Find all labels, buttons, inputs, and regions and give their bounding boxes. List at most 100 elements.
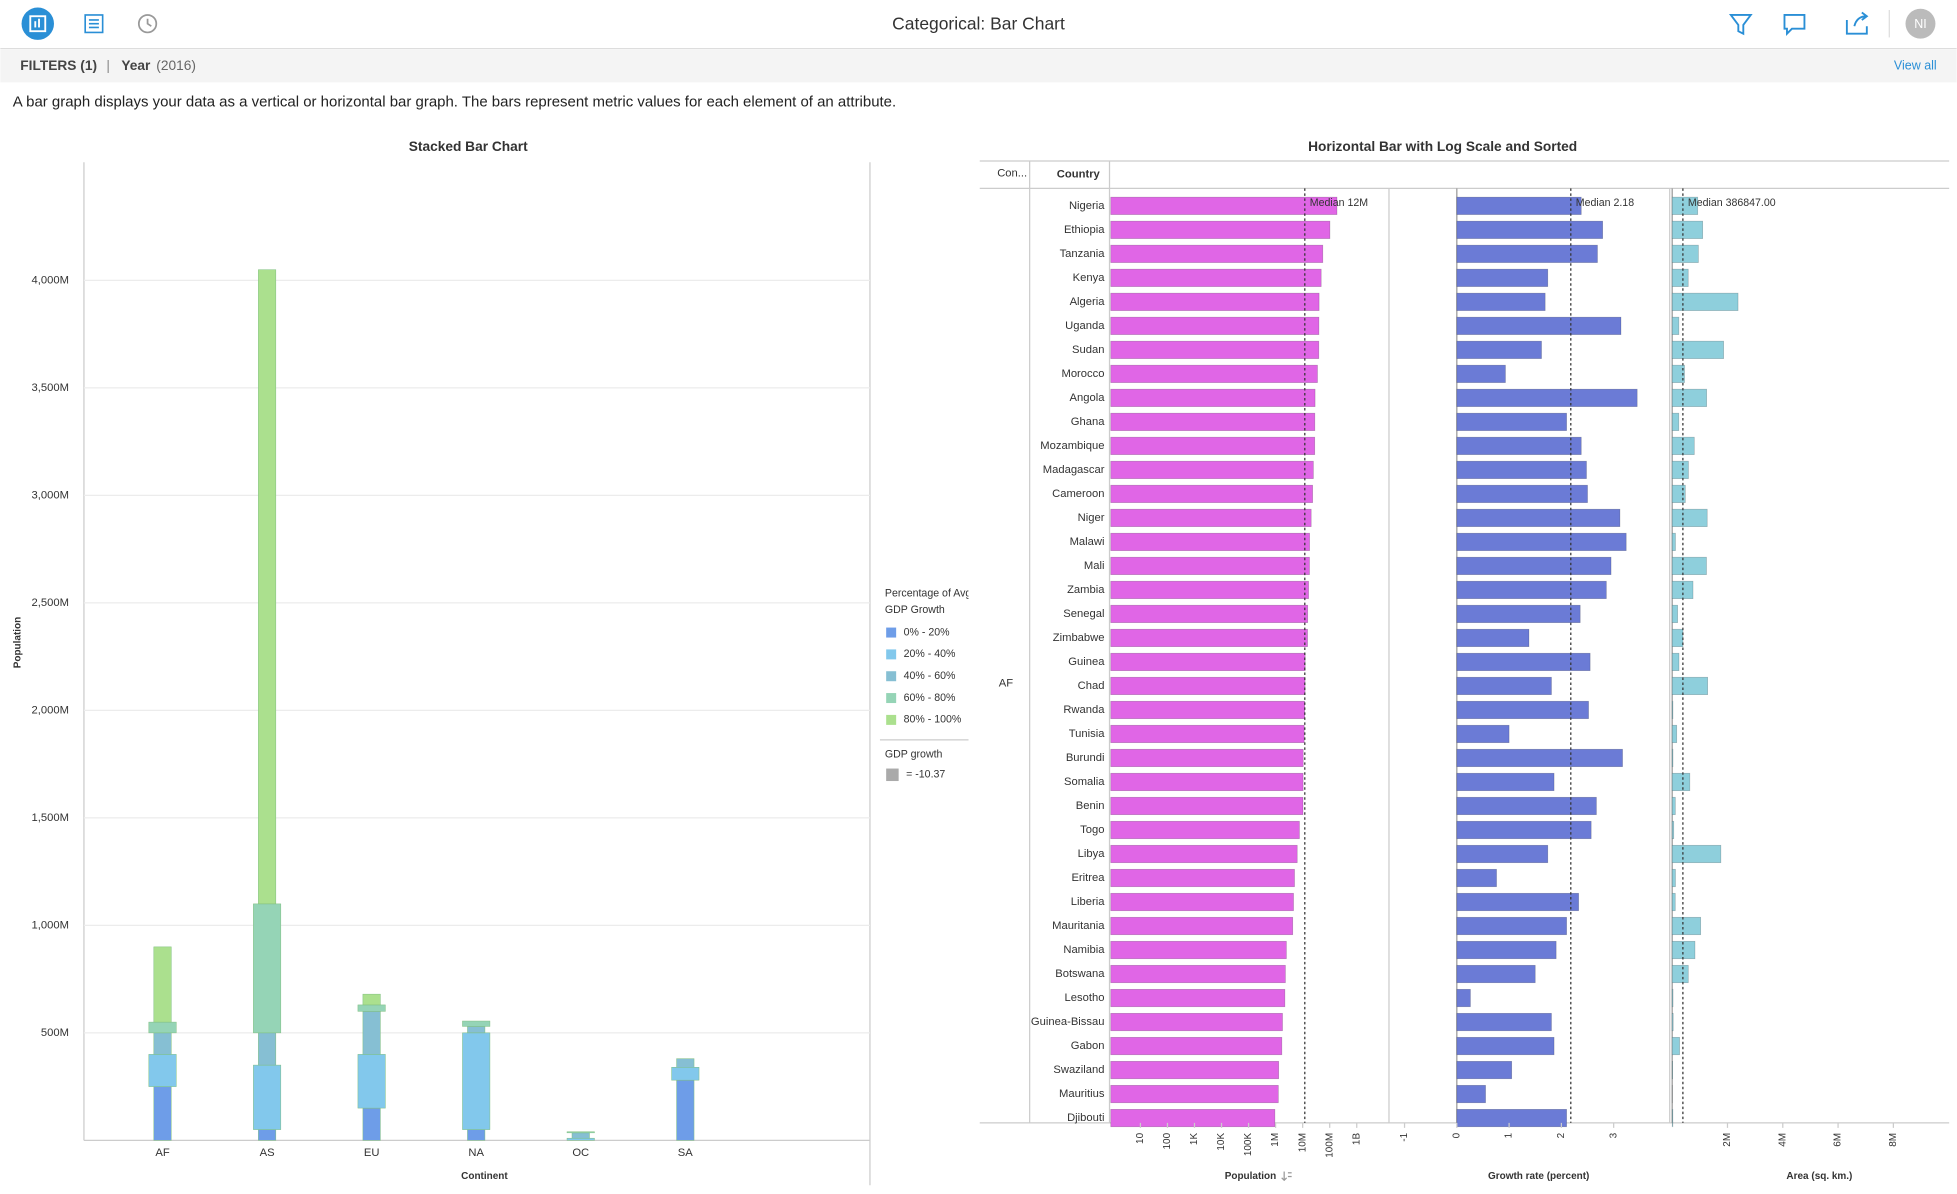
bar [1110, 532, 1310, 551]
bar [1456, 268, 1549, 287]
bar [1671, 340, 1724, 359]
x-axis-title: Population [1225, 1171, 1277, 1182]
y-tick-label: 4,000M [32, 274, 69, 286]
row-label: Cameroon [1052, 488, 1104, 500]
bar [1456, 244, 1598, 263]
row-label: Mali [1084, 560, 1105, 572]
legend-label: 80% - 100% [904, 714, 962, 726]
bar-segment [467, 1129, 486, 1141]
row-label: Zambia [1067, 584, 1105, 596]
legend-swatch [886, 649, 897, 660]
bar [1671, 316, 1680, 335]
table-of-contents-button[interactable] [84, 14, 104, 34]
filter-value[interactable]: (2016) [156, 58, 196, 73]
bar [1110, 436, 1316, 455]
chart-title: Horizontal Bar with Log Scale and Sorted [1308, 139, 1577, 154]
dashboard-button[interactable] [21, 7, 54, 40]
bar [1110, 268, 1322, 287]
row-label: Ethiopia [1064, 224, 1105, 236]
bar [1110, 772, 1304, 792]
row-label: Djibouti [1067, 1112, 1104, 1124]
bar-segment [153, 946, 172, 1023]
row-label: Botswana [1055, 968, 1105, 980]
bar [1671, 292, 1739, 311]
bar [1110, 892, 1294, 912]
filter-bar [0, 49, 1957, 83]
bar [1456, 1060, 1513, 1080]
comment-button[interactable] [1783, 14, 1806, 36]
row-label: Togo [1080, 824, 1104, 836]
bar-segment [671, 1067, 700, 1081]
row-label: Guinea-Bissau [1031, 1016, 1105, 1028]
bar [1671, 1036, 1680, 1056]
bar-segment [467, 1026, 486, 1034]
bar [1110, 604, 1309, 623]
bar [1671, 652, 1680, 671]
bar [1671, 484, 1686, 503]
column-header: Con... [997, 167, 1027, 179]
bar [1456, 196, 1582, 215]
bar-segment [148, 1054, 177, 1087]
bar [1456, 1012, 1552, 1032]
bar [1110, 292, 1320, 311]
share-button[interactable] [1845, 11, 1869, 35]
x-tick-label: 1 [1504, 1132, 1515, 1138]
bar [1456, 868, 1497, 888]
bar [1110, 556, 1310, 575]
y-tick-label: 3,500M [32, 382, 69, 394]
x-tick-label: 1M [1270, 1133, 1281, 1147]
size-legend-title: GDP growth [885, 749, 943, 761]
x-tick-label: -1 [1399, 1132, 1410, 1141]
filter-button[interactable] [1728, 14, 1753, 36]
row-label: Mozambique [1040, 440, 1104, 452]
bar [1110, 484, 1313, 503]
row-label: Lesotho [1065, 992, 1105, 1004]
bar [1110, 1012, 1283, 1032]
sort-icon[interactable] [1281, 1171, 1292, 1182]
x-axis-title: Area (sq. km.) [1786, 1171, 1852, 1182]
x-axis-title: Growth rate (percent) [1488, 1171, 1589, 1182]
row-label: Senegal [1063, 608, 1104, 620]
x-tick-label: 2M [1722, 1133, 1733, 1147]
bar [1456, 556, 1612, 575]
row-label: Mauritius [1059, 1088, 1105, 1100]
x-tick-label: 100 [1162, 1132, 1173, 1149]
bar [1456, 220, 1604, 239]
bar [1110, 796, 1304, 816]
x-tick-label: 2 [1556, 1132, 1567, 1138]
bar [1671, 628, 1684, 647]
bar [1456, 580, 1607, 599]
bar [1671, 844, 1722, 864]
view-all-link[interactable]: View all [1894, 58, 1937, 72]
x-tick-label: SA [678, 1147, 693, 1159]
y-tick-label: 1,000M [32, 919, 69, 931]
filter-field[interactable]: Year [121, 58, 151, 73]
bar [1456, 1036, 1555, 1056]
bar [1456, 316, 1622, 335]
avatar[interactable] [1905, 8, 1936, 39]
history-button[interactable] [137, 14, 158, 34]
legend-label: 60% - 80% [904, 692, 956, 704]
row-label: Malawi [1070, 536, 1105, 548]
bar [1110, 220, 1331, 239]
bar [1456, 916, 1567, 936]
bar [1671, 556, 1707, 575]
bar [1110, 748, 1304, 768]
row-label: Libya [1078, 848, 1106, 860]
bar [1110, 1108, 1276, 1128]
bar-segment [253, 1064, 282, 1130]
legend-swatch [886, 671, 897, 682]
horizontal-bar-chart: Con... Country AF Nigeria Ethiopia Tanzania Ke… [979, 160, 1950, 1182]
bar-segment [362, 1011, 381, 1055]
bar [1110, 652, 1306, 671]
x-tick-label: 100K [1243, 1133, 1254, 1157]
group-label: AF [999, 678, 1013, 690]
bar [1456, 508, 1621, 527]
bar-segment [566, 1137, 595, 1141]
filters-label[interactable]: FILTERS (1) [20, 58, 97, 73]
bar [1456, 748, 1623, 768]
bar-segment [462, 1020, 491, 1027]
x-tick-label: 3 [1608, 1132, 1619, 1138]
bar [1456, 364, 1506, 383]
bar-segment [258, 1129, 277, 1141]
